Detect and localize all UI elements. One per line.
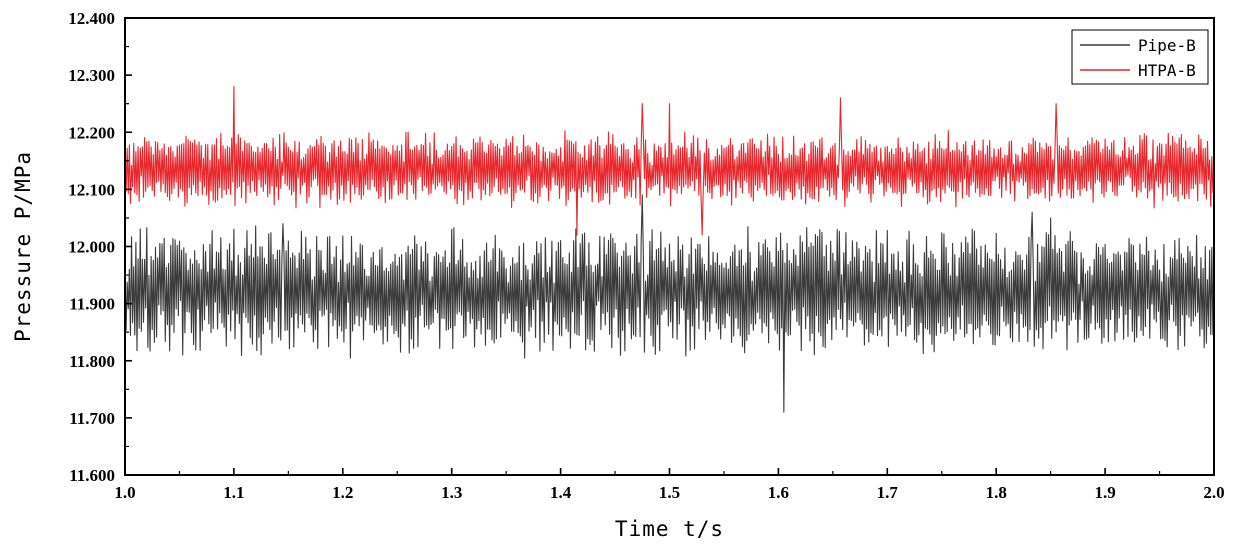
y-axis-title: Pressure P/MPa (11, 151, 35, 342)
series-line-pipe-b (124, 194, 1215, 413)
x-tick-label: 1.1 (223, 483, 244, 502)
y-tick-label: 11.900 (69, 295, 115, 314)
x-tick-label: 1.6 (768, 483, 789, 502)
legend-box (1071, 29, 1209, 85)
x-tick-label: 1.3 (441, 483, 462, 502)
y-tick-label: 11.800 (69, 352, 115, 371)
y-tick-label: 12.100 (68, 180, 115, 199)
y-axis: 11.600 11.700 11.800 11.900 12.000 12.100 12.2… (68, 9, 132, 485)
legend-label: HTPA-B (1138, 61, 1196, 80)
x-axis-title: Time t/s (615, 517, 724, 541)
x-tick-label: 1.5 (659, 483, 680, 502)
y-tick-label: 12.400 (68, 9, 115, 28)
y-tick-label: 12.000 (68, 238, 115, 257)
x-axis: 1.0 1.1 1.2 1.3 1.4 1.5 1.6 1.7 1.8 1.9 2.0 (114, 468, 1225, 502)
series-layer (124, 86, 1215, 413)
y-tick-label: 11.600 (69, 466, 115, 485)
x-tick-label: 1.9 (1094, 483, 1115, 502)
x-tick-label: 1.2 (332, 483, 353, 502)
x-tick-label: 1.4 (550, 483, 572, 502)
y-tick-label: 12.200 (68, 123, 115, 142)
x-tick-label: 1.0 (114, 483, 135, 502)
legend: Pipe-B HTPA-B (1071, 29, 1209, 85)
x-tick-label: 1.8 (986, 483, 1007, 502)
x-tick-label: 2.0 (1203, 483, 1224, 502)
x-tick-label: 1.7 (877, 483, 899, 502)
y-tick-label: 12.300 (68, 66, 115, 85)
y-tick-label: 11.700 (69, 409, 115, 428)
legend-label: Pipe-B (1138, 36, 1196, 55)
series-line-htpa-b (124, 86, 1215, 236)
